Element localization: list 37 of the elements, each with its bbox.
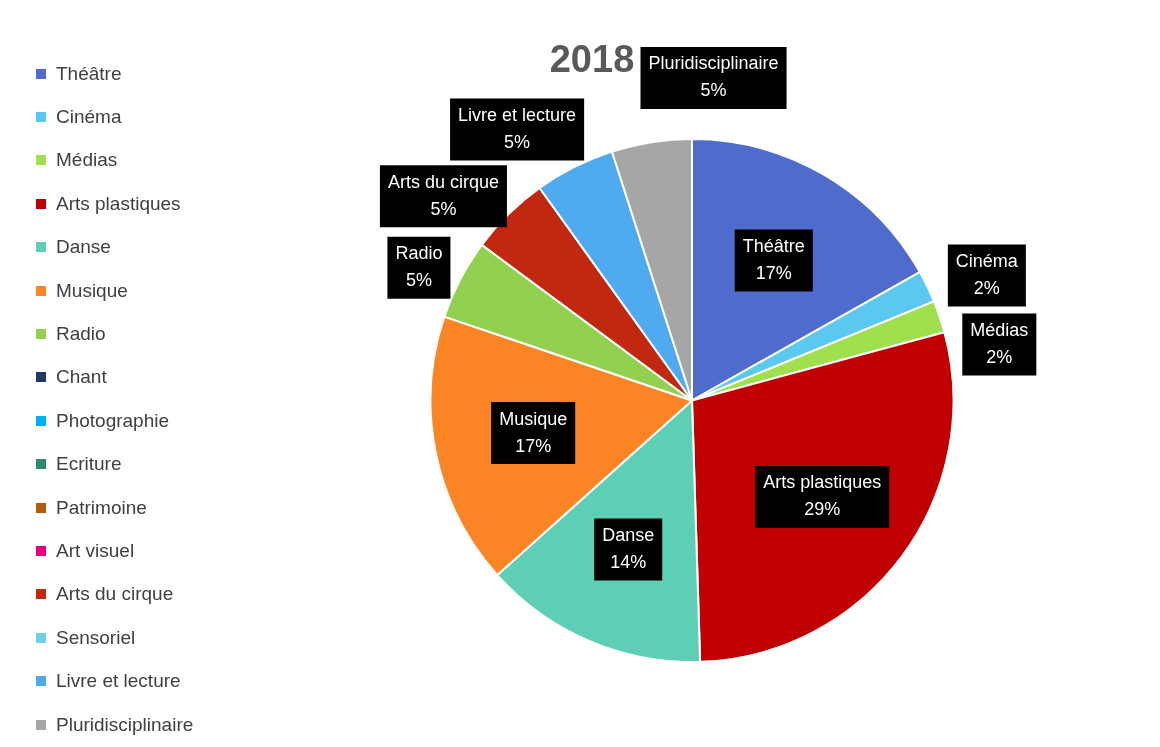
- slice-label: Danse: [602, 525, 655, 546]
- slice-label: Musique: [499, 408, 568, 429]
- data-label: 14%: [610, 552, 647, 573]
- chart-title: 2018: [549, 38, 635, 81]
- legend-label: Théâtre: [56, 62, 122, 85]
- slice-label: Médias: [970, 320, 1029, 341]
- data-label: 5%: [504, 132, 531, 153]
- data-label: 5%: [405, 270, 432, 291]
- data-label: 29%: [804, 499, 841, 520]
- data-label: 5%: [700, 80, 727, 101]
- slice-label: Arts du cirque: [387, 171, 499, 192]
- legend-label: Médias: [56, 149, 118, 172]
- slice-label: Arts plastiques: [763, 472, 882, 493]
- data-label: 17%: [515, 435, 552, 456]
- legend-label: Radio: [56, 323, 106, 346]
- legend-label: Patrimoine: [56, 496, 147, 519]
- data-label: 17%: [755, 262, 792, 283]
- data-label: 2%: [986, 347, 1013, 368]
- legend-label: Arts du cirque: [56, 583, 174, 606]
- legend-label: Pluridisciplinaire: [56, 713, 194, 736]
- legend-label: Art visuel: [56, 539, 135, 562]
- slice-label: Livre et lecture: [458, 105, 577, 126]
- slice-label: Pluridisciplinaire: [648, 53, 779, 74]
- data-label: 5%: [430, 198, 457, 219]
- legend-label: Cinéma: [56, 106, 122, 129]
- slice-label: Radio: [395, 243, 443, 264]
- slice-label: Théâtre: [742, 235, 805, 256]
- legend-label: Arts plastiques: [56, 192, 181, 215]
- legend-label: Sensoriel: [56, 626, 136, 649]
- legend-label: Photographie: [56, 409, 170, 432]
- legend-label: Livre et lecture: [56, 670, 181, 693]
- slice-label: Cinéma: [955, 251, 1019, 272]
- legend-label: Musique: [56, 279, 128, 302]
- legend-label: Chant: [56, 366, 107, 389]
- legend-label: Ecriture: [56, 453, 122, 476]
- data-label: 2%: [973, 278, 1000, 299]
- legend-label: Danse: [56, 236, 111, 259]
